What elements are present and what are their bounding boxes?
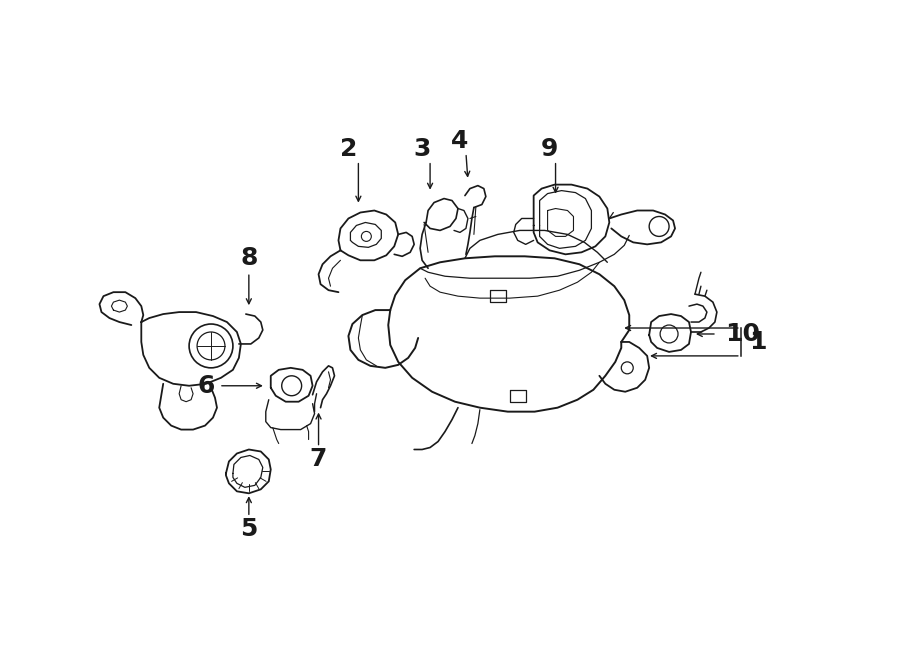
Text: 3: 3 <box>413 137 431 161</box>
Text: 1: 1 <box>749 330 766 354</box>
Text: 9: 9 <box>541 137 558 161</box>
Text: 7: 7 <box>310 447 328 471</box>
Text: 5: 5 <box>240 517 257 541</box>
Text: 6: 6 <box>197 373 215 398</box>
Text: 10: 10 <box>724 322 760 346</box>
Text: 8: 8 <box>240 247 257 270</box>
Text: 4: 4 <box>451 129 469 153</box>
Text: 2: 2 <box>339 137 357 161</box>
